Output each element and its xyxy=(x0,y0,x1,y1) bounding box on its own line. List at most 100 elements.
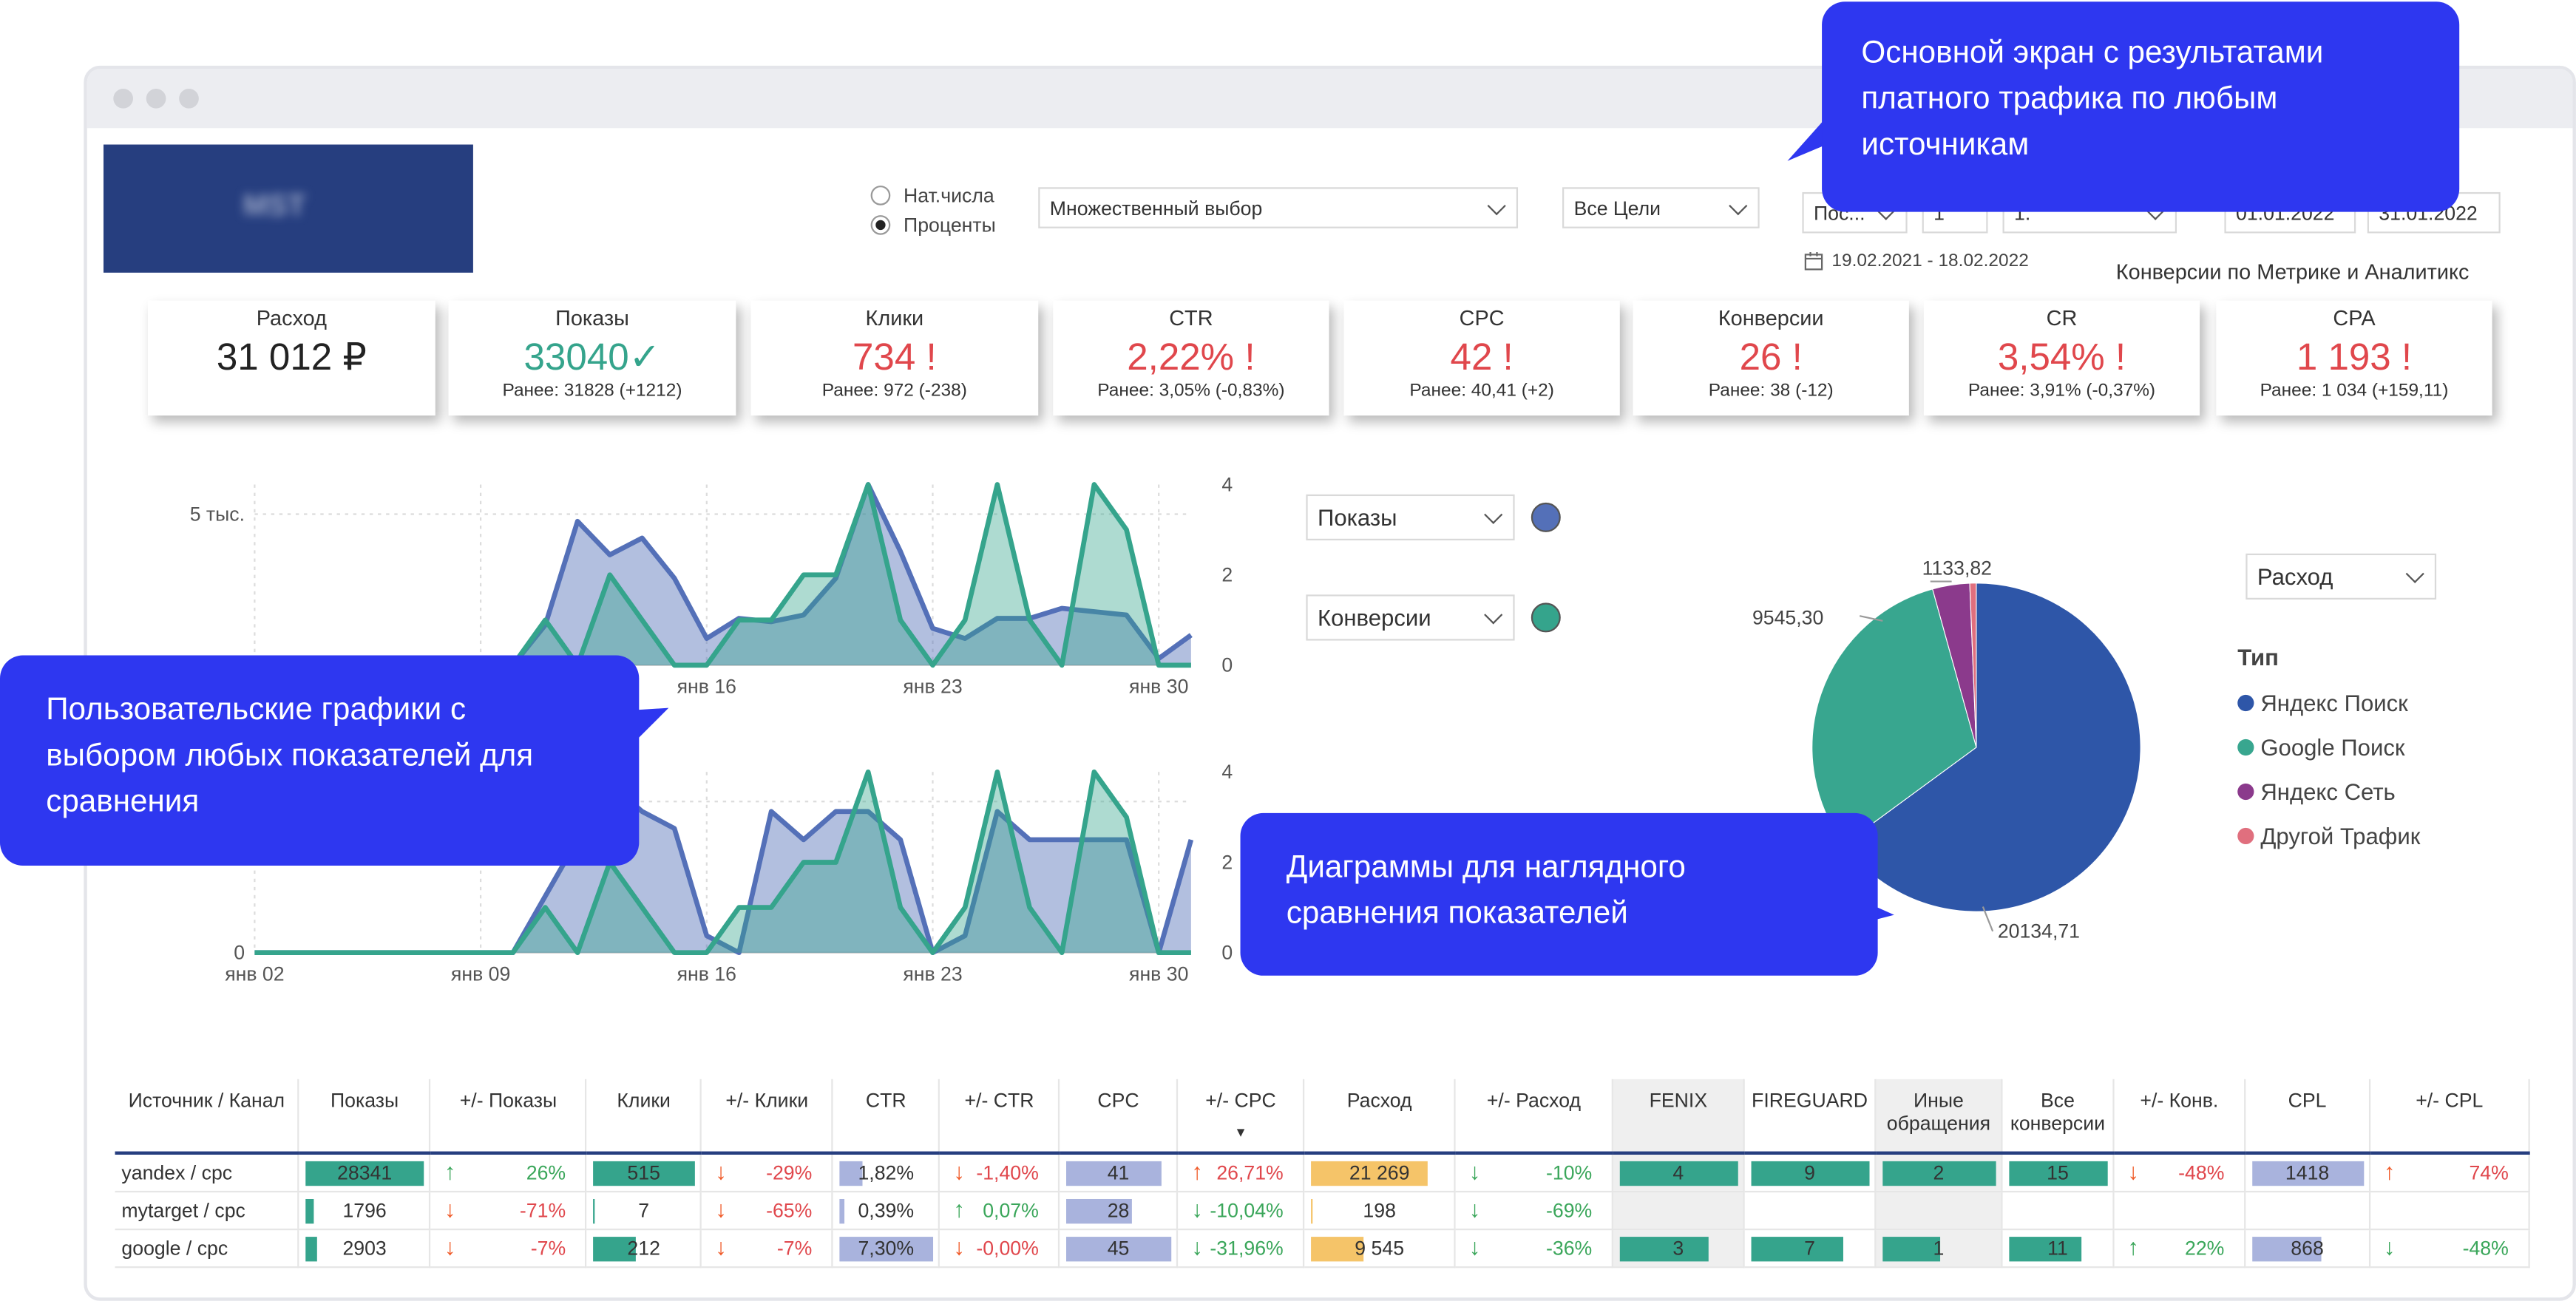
pie-data-label: 1133,82 xyxy=(1922,557,1992,580)
date-range-display[interactable]: 19.02.2021 - 18.02.2022 xyxy=(1804,251,2029,271)
arrow-down-icon: ↓ xyxy=(444,1195,456,1221)
metric2-dropdown[interactable]: Конверсии xyxy=(1306,594,1515,641)
radio-nat-label[interactable]: Нат.числа xyxy=(904,183,994,207)
goals-dropdown[interactable]: Все Цели xyxy=(1562,187,1760,228)
column-header-label: Клики xyxy=(617,1089,671,1113)
cpl-value: 868 xyxy=(2291,1235,2324,1260)
kpi-value: 26 ! xyxy=(1739,335,1803,378)
kpi-card[interactable]: Показы 33040✓ Ранее: 31828 (+1212) xyxy=(448,300,736,416)
column-header[interactable]: CPL xyxy=(2245,1079,2371,1155)
pie-label-leader[interactable] xyxy=(1859,615,1883,622)
pie-legend-item[interactable]: Яндекс Сеть xyxy=(2237,769,2420,813)
legend-dot-icon xyxy=(2237,693,2254,710)
pie-legend-item[interactable]: Другой Трафик xyxy=(2237,813,2420,858)
kpi-card[interactable]: Клики 734 ! Ранее: 972 (-238) xyxy=(750,300,1039,416)
all_conv-value: 15 xyxy=(2047,1161,2069,1184)
table-row[interactable]: mytarget / cpc 1796 ↓ -71% 7 ↓ -65% 0,39% ↑ 0,07%… xyxy=(115,1190,2530,1230)
metric1-dropdown[interactable]: Показы xyxy=(1306,494,1515,541)
x-tick-label: янв 02 xyxy=(225,962,284,985)
pie-slice[interactable] xyxy=(1843,583,2141,912)
kpi-card[interactable]: Расход 31 012 ₽ xyxy=(147,300,435,416)
column-header[interactable]: Клики xyxy=(586,1079,702,1155)
column-header[interactable]: CTR xyxy=(833,1079,940,1155)
column-header[interactable]: +/- CPL xyxy=(2369,1079,2530,1155)
column-header[interactable]: +/- Конв. xyxy=(2113,1079,2246,1155)
pie-label-leader[interactable] xyxy=(1982,906,1994,932)
column-header[interactable]: Источник / Канал xyxy=(115,1079,300,1155)
kpi-card[interactable]: CTR 2,22% ! Ранее: 3,05% (-0,83%) xyxy=(1053,300,1329,416)
column-header[interactable]: Расход xyxy=(1304,1079,1456,1155)
column-header-label: FIREGUARD xyxy=(1752,1089,1868,1113)
column-header-label: +/- Расход xyxy=(1486,1089,1582,1113)
data-bar xyxy=(1066,1198,1133,1223)
source-cell: mytarget / cpc xyxy=(115,1190,300,1230)
delta-value: -48% xyxy=(2462,1235,2509,1260)
pie-chart[interactable]: 20134,71 9545,30 1133,82 xyxy=(1725,542,2234,969)
arrow-up-icon: ↑ xyxy=(2127,1232,2139,1260)
column-header[interactable]: Показы xyxy=(299,1079,432,1155)
multi-select-dropdown[interactable]: Множественный выбор xyxy=(1038,187,1519,228)
data-bar xyxy=(2252,1161,2365,1186)
table-row[interactable]: google / cpc 2903 ↓ -7% 212 ↓ -7% 7,30% ↓ -0,00% 4… xyxy=(115,1228,2530,1268)
kpi-value: 734 ! xyxy=(852,335,937,378)
delta-value: -10,04% xyxy=(1210,1198,1284,1221)
column-header[interactable]: +/- CPC ▼ xyxy=(1177,1079,1305,1155)
y-left-tick-label: 0 xyxy=(234,942,245,964)
column-header[interactable]: Иные обращения xyxy=(1875,1079,2003,1155)
window-dot-icon[interactable] xyxy=(179,88,199,109)
legend-dot-icon xyxy=(2237,782,2254,799)
window-dot-icon[interactable] xyxy=(146,88,166,109)
delta-value: -29% xyxy=(766,1161,813,1184)
radio-pct-icon[interactable] xyxy=(870,215,891,235)
kpi-value: 3,54% ! xyxy=(1997,335,2126,378)
source-table: Источник / Канал Показы +/- Показы Клики +/-… xyxy=(115,1079,2530,1268)
pie-slice[interactable] xyxy=(1811,588,1977,846)
data-bar xyxy=(306,1198,315,1223)
kpi-card[interactable]: Конверсии 26 ! Ранее: 38 (-12) xyxy=(1633,300,1909,416)
legend-label: Google Поиск xyxy=(2260,733,2405,760)
sort-desc-icon: ▼ xyxy=(1234,1125,1247,1140)
radio-nat-icon[interactable] xyxy=(870,186,891,206)
metric1-color-swatch[interactable] xyxy=(1531,502,1561,532)
pie-data-label: 20134,71 xyxy=(1998,920,2080,943)
kpi-card[interactable]: CPA 1 193 ! Ранее: 1 034 (+159,11) xyxy=(2216,300,2492,416)
pie-slice[interactable] xyxy=(1969,583,1977,747)
data-bar xyxy=(1751,1161,1870,1186)
kpi-card[interactable]: CR 3,54% ! Ранее: 3,91% (-0,37%) xyxy=(1923,300,2200,416)
source-label: google / cpc xyxy=(121,1235,228,1260)
chevron-down-icon xyxy=(2405,564,2424,583)
date-range-text: 19.02.2021 - 18.02.2022 xyxy=(1831,251,2029,271)
pie-legend-item[interactable]: Яндекс Поиск xyxy=(2237,680,2420,724)
delta-value: 0,07% xyxy=(983,1198,1039,1221)
column-header[interactable]: CPC xyxy=(1059,1079,1179,1155)
delta-value: -71% xyxy=(519,1198,566,1221)
column-header[interactable]: +/- Расход xyxy=(1454,1079,1614,1155)
pie-legend: Яндекс Поиск Google Поиск Яндекс Сеть Друго… xyxy=(2237,680,2420,858)
window-dot-icon[interactable] xyxy=(113,88,133,109)
kpi-value: 42 ! xyxy=(1450,335,1514,378)
data-table: Источник / Канал Показы +/- Показы Клики +/-… xyxy=(115,1079,2530,1268)
arrow-down-icon: ↓ xyxy=(715,1195,727,1221)
table-row[interactable]: yandex / cpc 28341 ↑ 26% 515 ↓ -29% 1,82% ↓ -1,40… xyxy=(115,1152,2530,1192)
metric2-color-swatch[interactable] xyxy=(1531,602,1561,633)
kpi-card[interactable]: CPC 42 ! Ранее: 40,41 (+2) xyxy=(1343,300,1620,416)
column-header[interactable]: +/- Клики xyxy=(701,1079,834,1155)
data-bar xyxy=(1311,1198,1313,1223)
column-header[interactable]: +/- Показы xyxy=(430,1079,588,1155)
pie-legend-title: Тип xyxy=(2237,643,2279,670)
x-tick-label: янв 16 xyxy=(677,676,736,698)
column-header[interactable]: FENIX xyxy=(1613,1079,1745,1155)
chevron-down-icon xyxy=(1484,505,1503,524)
y-right-tick-label: 0 xyxy=(1221,654,1233,676)
column-header[interactable]: Все конверсии xyxy=(2002,1079,2115,1155)
x-tick-label: янв 30 xyxy=(1129,962,1188,985)
pie-legend-item[interactable]: Google Поиск xyxy=(2237,724,2420,769)
arrow-down-icon: ↓ xyxy=(953,1232,965,1260)
pie-metric-dropdown[interactable]: Расход xyxy=(2245,553,2437,600)
pie-data-label: 9545,30 xyxy=(1752,606,1823,628)
radio-pct-label[interactable]: Проценты xyxy=(904,213,996,237)
delta-value: -10% xyxy=(1546,1161,1593,1184)
column-header[interactable]: +/- CTR xyxy=(939,1079,1060,1155)
column-header[interactable]: FIREGUARD xyxy=(1743,1079,1877,1155)
